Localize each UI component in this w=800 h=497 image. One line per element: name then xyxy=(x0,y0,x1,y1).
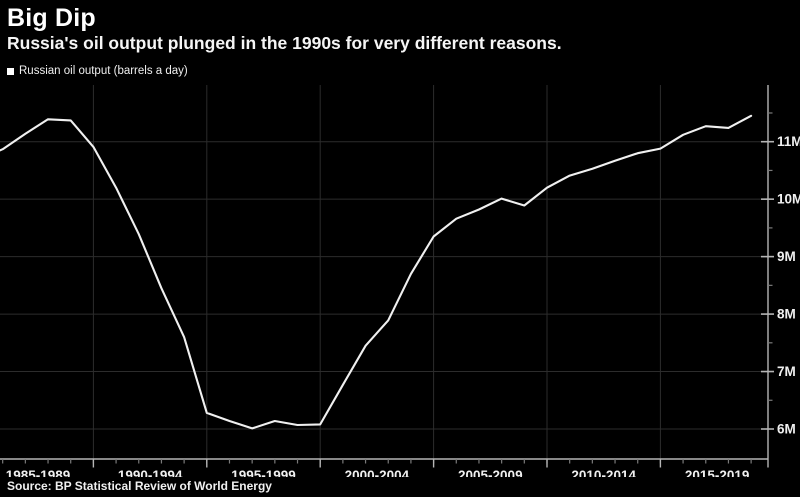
x-tick-label: 2005-2009 xyxy=(458,468,523,477)
page-title: Big Dip xyxy=(7,4,96,32)
chart-subtitle: Russia's oil output plunged in the 1990s… xyxy=(7,33,562,53)
x-tick-label: 2000-2004 xyxy=(345,468,410,477)
x-tick-label: 2015-2019 xyxy=(685,468,750,477)
y-tick-label: 10M xyxy=(777,192,800,207)
legend-label: Russian oil output (barrels a day) xyxy=(19,65,188,77)
x-tick-label: 1990-1994 xyxy=(118,468,183,477)
line-chart: 6M 7M 8M 9M 10M 11M 1985-1989 1990-1994 1995-199… xyxy=(0,85,800,477)
x-tick-label: 1985-1989 xyxy=(6,468,71,477)
y-tick-label: 8M xyxy=(777,307,796,322)
oil-output-line xyxy=(0,114,753,430)
y-tick-label: 9M xyxy=(777,249,796,264)
x-tick-label: 1995-1999 xyxy=(231,468,296,477)
source-note: Source: BP Statistical Review of World E… xyxy=(7,479,272,493)
legend: Russian oil output (barrels a day) xyxy=(7,65,188,77)
y-tick-label: 11M xyxy=(777,134,800,149)
y-tick-label: 6M xyxy=(777,422,796,437)
x-tick-label: 2010-2014 xyxy=(571,468,636,477)
y-tick-label: 7M xyxy=(777,364,796,379)
legend-square-icon xyxy=(7,67,14,75)
